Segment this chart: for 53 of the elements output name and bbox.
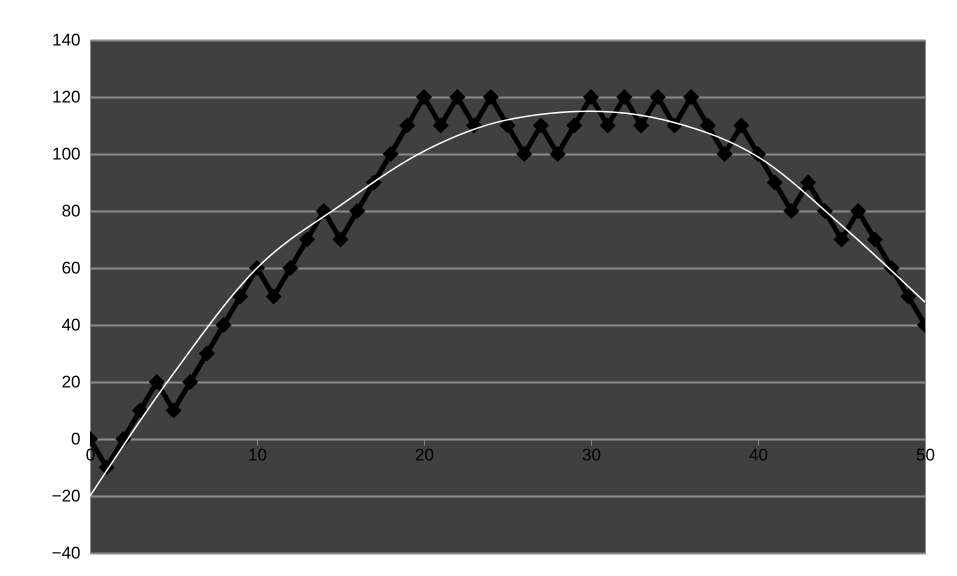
point — [633, 117, 650, 134]
point — [282, 260, 298, 276]
point — [766, 174, 783, 191]
point — [449, 88, 466, 106]
point — [850, 202, 866, 220]
point — [332, 231, 349, 248]
point — [482, 88, 499, 106]
point — [683, 88, 700, 106]
point — [582, 88, 600, 106]
x-tick-label: 20 — [415, 446, 434, 464]
point — [600, 117, 616, 134]
point — [550, 146, 566, 162]
y-tick-label: 40 — [62, 316, 80, 334]
point — [532, 117, 549, 134]
point — [432, 117, 449, 134]
y-tick-label: 140 — [52, 30, 80, 50]
point — [566, 117, 582, 134]
point — [148, 374, 165, 390]
point — [198, 345, 215, 362]
point — [716, 146, 733, 162]
point — [616, 88, 632, 106]
x-tick-label: 40 — [749, 446, 768, 464]
point — [132, 402, 148, 419]
point — [165, 402, 182, 419]
point — [299, 231, 316, 248]
y-tick-label: −20 — [52, 486, 80, 506]
x-tick-label: 30 — [582, 446, 601, 464]
point — [499, 117, 516, 134]
y-tick-label: −40 — [52, 544, 80, 562]
point — [900, 288, 916, 305]
point — [700, 117, 716, 134]
point — [800, 174, 816, 191]
point — [866, 231, 883, 248]
point — [399, 117, 416, 134]
y-tick-label: 60 — [62, 258, 80, 278]
point — [733, 117, 750, 134]
point — [182, 374, 198, 390]
point — [382, 146, 399, 162]
y-tick-label: 80 — [62, 202, 80, 220]
point — [833, 231, 850, 248]
y-tick-label: 0 — [71, 430, 80, 448]
point — [416, 88, 432, 106]
x-tick-label: 10 — [248, 446, 267, 464]
y-tick-label: 120 — [52, 88, 80, 106]
point — [349, 202, 366, 220]
y-tick-label: 100 — [52, 144, 80, 164]
point — [216, 316, 232, 334]
point — [516, 146, 532, 162]
point — [232, 288, 248, 305]
point — [650, 88, 666, 106]
point — [266, 288, 282, 305]
y-tick-label: 20 — [62, 372, 80, 392]
point — [783, 202, 800, 220]
